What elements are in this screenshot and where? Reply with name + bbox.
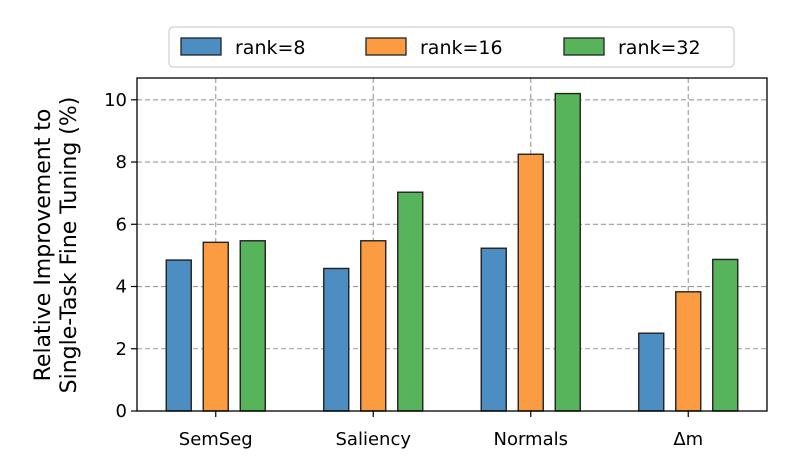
grid — [137, 78, 767, 411]
axes: 0 2 4 6 8 10 SemSeg Saliency Normals Δm — [104, 77, 768, 450]
bar — [480, 247, 507, 412]
bar — [202, 241, 229, 412]
bars — [165, 92, 739, 412]
legend-swatch-rank-16 — [365, 37, 407, 56]
x-tick-label: Normals — [493, 429, 568, 450]
y-tick-label: 0 — [116, 401, 127, 422]
legend-swatch-rank-8 — [180, 37, 222, 56]
y-tick-label: 4 — [116, 277, 127, 298]
bar — [517, 153, 544, 412]
y-tick-label: 8 — [116, 152, 127, 173]
y-axis-title: Relative Improvement to Single-Task Fine… — [31, 97, 82, 394]
legend-label-rank-8: rank=8 — [235, 37, 306, 59]
legend-label-rank-16: rank=16 — [420, 37, 503, 59]
bar — [638, 332, 665, 412]
bar — [165, 259, 192, 412]
x-tick-label: Saliency — [336, 429, 412, 450]
bar — [239, 240, 266, 412]
legend-frame — [168, 26, 735, 68]
y-tick-label: 6 — [116, 214, 127, 235]
y-axis-title-line-1: Relative Improvement to — [31, 109, 56, 382]
bar — [554, 92, 581, 412]
y-axis-title-line-2: Single-Task Fine Tuning (%) — [57, 97, 82, 394]
bar — [397, 191, 424, 412]
y-tick-label: 2 — [116, 339, 127, 360]
bar — [712, 258, 739, 412]
legend-label-rank-32: rank=32 — [618, 37, 701, 59]
bar — [675, 291, 702, 412]
plot-frame — [136, 77, 768, 412]
legend: rank=8 rank=16 rank=32 — [168, 26, 735, 68]
bar — [323, 267, 350, 412]
bar — [360, 240, 387, 412]
y-tick-label: 10 — [104, 90, 127, 111]
x-tick-label: Δm — [673, 429, 703, 450]
x-tick-label: SemSeg — [179, 429, 253, 450]
legend-swatch-rank-32 — [563, 37, 605, 56]
